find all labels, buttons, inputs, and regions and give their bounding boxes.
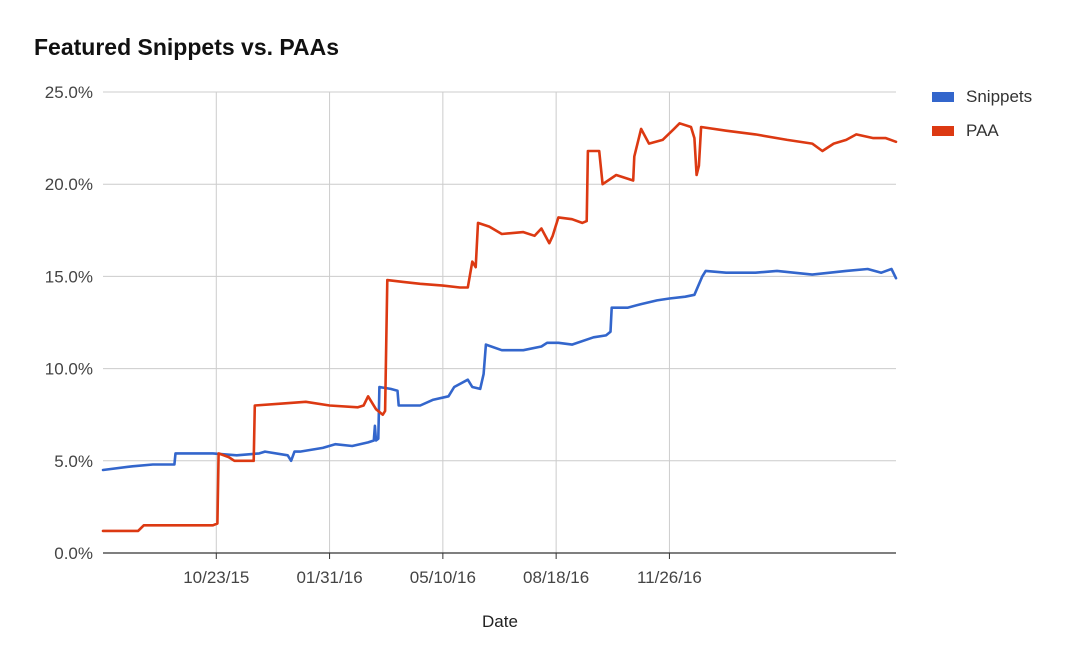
legend-item-paa[interactable]: PAA	[932, 114, 1032, 148]
legend-label-paa: PAA	[966, 121, 999, 140]
legend-label-snippets: Snippets	[966, 87, 1033, 106]
y-gridlines	[103, 91, 896, 462]
legend-item-snippets[interactable]: Snippets	[932, 80, 1032, 114]
y-tick-label: 5.0%	[54, 452, 93, 471]
y-tick-label: 10.0%	[45, 360, 93, 379]
series-line-snippets	[101, 267, 898, 472]
x-tick-labels: 10/23/15 01/31/16 05/10/16 08/18/16 11/26/16	[183, 568, 702, 587]
legend-swatch-paa	[932, 126, 954, 136]
x-tick-label: 08/18/16	[523, 568, 589, 587]
y-tick-label: 0.0%	[54, 544, 93, 563]
series-layer	[101, 122, 898, 533]
series-line-paa	[101, 122, 898, 533]
x-tick-label: 10/23/15	[183, 568, 249, 587]
x-tick-label: 05/10/16	[410, 568, 476, 587]
y-tick-label: 15.0%	[45, 267, 93, 286]
y-tick-label: 25.0%	[45, 83, 93, 102]
x-tick-label: 01/31/16	[296, 568, 362, 587]
x-tick-label: 11/26/16	[637, 568, 702, 587]
chart-title: Featured Snippets vs. PAAs	[34, 34, 340, 60]
y-tick-labels: 0.0% 5.0% 10.0% 15.0% 20.0% 25.0%	[45, 83, 93, 563]
x-gridlines	[215, 92, 670, 559]
y-tick-label: 20.0%	[45, 175, 93, 194]
x-axis-title: Date	[482, 612, 518, 631]
legend: Snippets PAA	[932, 80, 1032, 148]
legend-swatch-snippets	[932, 92, 954, 102]
